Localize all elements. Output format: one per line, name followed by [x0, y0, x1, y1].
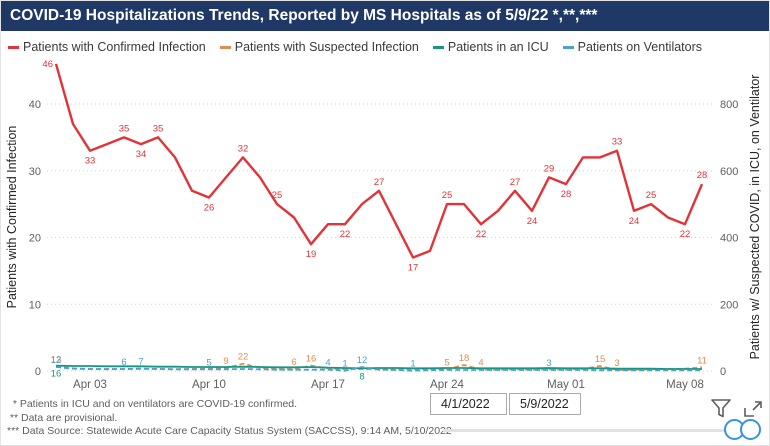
legend-label: Patients on Ventilators [577, 40, 703, 54]
right-axis-tick: 200 [720, 299, 738, 311]
x-axis-tick: Apr 24 [430, 379, 464, 391]
data-label: 9 [223, 356, 228, 367]
legend-label: Patients with Confirmed Infection [23, 40, 206, 54]
series-line-0 [54, 63, 704, 259]
slider-handle-end[interactable] [740, 419, 761, 440]
data-label: 46 [42, 59, 53, 70]
data-label: 22 [476, 229, 487, 240]
footnote-1: * Patients in ICU and on ventilators are… [7, 398, 298, 410]
x-axis-tick: Apr 03 [73, 379, 107, 391]
hospitalizations-line-chart: 0 10 20 30 40 0 200 400 600 800 Apr 03 Apr 10 Apr 17… [1, 57, 769, 397]
right-axis-tick: 800 [720, 99, 738, 111]
legend-item-0[interactable]: Patients with Confirmed Infection [8, 40, 206, 54]
data-label: 3 [614, 358, 619, 369]
legend-dash-icon [432, 45, 444, 49]
expand-icon[interactable] [743, 400, 763, 418]
series-line-3 [55, 366, 702, 372]
data-label: 19 [306, 249, 317, 260]
data-label: 27 [510, 177, 521, 188]
footnotes: * Patients in ICU and on ventilators are… [7, 398, 452, 439]
data-label: 18 [459, 353, 470, 364]
data-label: 5 [444, 357, 449, 368]
legend-item-1[interactable]: Patients with Suspected Infection [219, 40, 419, 54]
legend-dash-icon [219, 45, 231, 49]
left-axis-tick: 0 [35, 366, 41, 378]
data-label: 24 [629, 216, 640, 227]
data-label: 13 [51, 355, 62, 366]
data-label: 6 [121, 357, 126, 368]
data-label: 34 [136, 149, 147, 160]
legend-dash-icon [8, 45, 19, 49]
start-date-input[interactable] [430, 393, 507, 415]
data-label: 6 [291, 357, 296, 368]
data-label: 25 [646, 190, 657, 201]
x-axis-tick: May 01 [547, 379, 585, 391]
data-label: 33 [612, 137, 623, 148]
filter-funnel-icon[interactable] [710, 397, 732, 419]
data-label: 32 [238, 143, 249, 154]
chart-legend: Patients with Confirmed Infection Patient… [8, 39, 716, 55]
data-label: 35 [119, 123, 130, 134]
data-label: 29 [544, 163, 555, 174]
left-axis-tick: 10 [29, 299, 41, 311]
legend-item-2[interactable]: Patients in an ICU [432, 40, 549, 54]
data-label: 12 [51, 355, 62, 366]
x-axis-tick: May 08 [666, 379, 704, 391]
x-axis-tick: Apr 17 [311, 379, 345, 391]
data-label: 24 [527, 216, 538, 227]
data-label: 4 [325, 358, 330, 369]
date-range-slider-track[interactable] [443, 429, 759, 432]
data-label: 1 [342, 359, 347, 370]
footnote-3: *** Data Source: Statewide Acute Care Ca… [7, 425, 452, 437]
footnote-2: ** Data are provisional. [7, 411, 118, 424]
x-axis-tick: Apr 10 [192, 379, 226, 391]
data-label: 22 [340, 229, 351, 240]
right-axis-tick: 600 [720, 166, 738, 178]
data-label: 25 [272, 190, 283, 201]
data-label: 16 [51, 369, 62, 380]
data-label: 35 [153, 123, 164, 134]
left-axis-tick: 40 [29, 99, 41, 111]
data-label: 22 [238, 352, 249, 363]
right-axis-tick: 0 [720, 366, 726, 378]
legend-label: Patients with Suspected Infection [234, 40, 419, 54]
data-label: 25 [442, 190, 453, 201]
data-label: 16 [306, 354, 317, 365]
data-label: 22 [680, 229, 691, 240]
data-label: 12 [357, 355, 368, 366]
end-date-input[interactable] [509, 393, 581, 415]
data-label: 28 [697, 170, 708, 181]
data-label: 1 [410, 359, 415, 370]
data-label: 15 [595, 354, 606, 365]
data-label: 28 [561, 189, 572, 200]
left-axis-title: Patients with Confirmed Infection [5, 126, 19, 309]
data-label: 27 [374, 177, 385, 188]
data-label: 5 [206, 357, 211, 368]
right-axis-title: Patients w/ Suspected COVID, in ICU, on … [748, 75, 762, 360]
right-axis-tick: 400 [720, 233, 738, 245]
left-axis-tick: 30 [29, 166, 41, 178]
data-label: 3 [546, 358, 551, 369]
page-title: COVID-19 Hospitalizations Trends, Report… [1, 1, 769, 31]
data-label: 17 [408, 263, 419, 274]
left-axis-tick: 20 [29, 233, 41, 245]
data-label: 33 [85, 156, 96, 167]
series-line-2 [55, 364, 702, 370]
data-label: 11 [697, 355, 707, 366]
data-label: 7 [138, 357, 143, 368]
legend-dash-icon [562, 45, 574, 49]
data-label: 4 [478, 358, 483, 369]
data-label: 26 [204, 202, 215, 213]
legend-label: Patients in an ICU [447, 40, 549, 54]
legend-item-3[interactable]: Patients on Ventilators [562, 40, 703, 54]
data-label: 8 [359, 371, 364, 382]
